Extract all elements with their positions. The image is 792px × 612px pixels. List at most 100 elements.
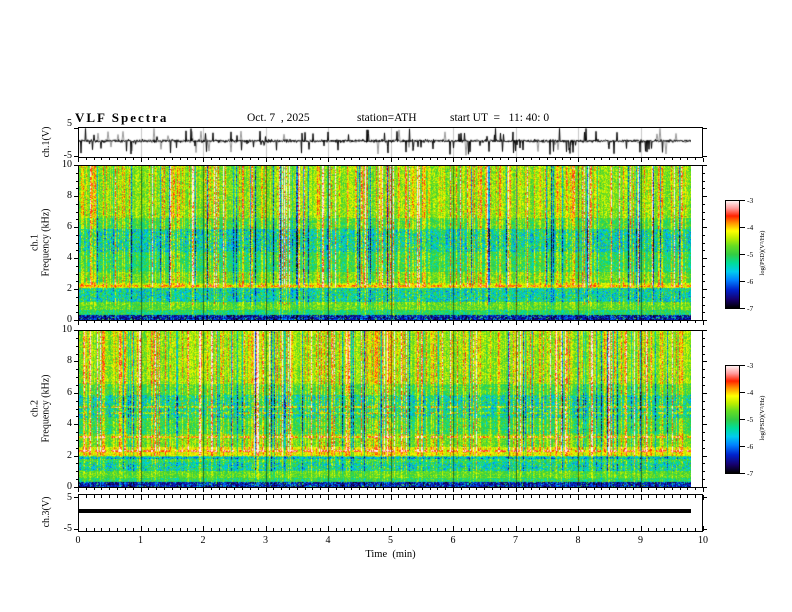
x-tick-p3-major — [703, 488, 704, 492]
x-tick-p3-minor — [288, 488, 290, 490]
x-tick-p4-top-minor — [468, 495, 470, 498]
x-tick-p3-minor — [320, 488, 322, 490]
x-tick-label: 4 — [325, 535, 331, 546]
x-tick-p1-minor — [531, 158, 533, 160]
colorbar-ch2-label: log(PSD)(V²/Hz) — [758, 395, 766, 441]
x-tick-p3-minor — [156, 488, 158, 490]
x-tick-p1-minor — [398, 158, 400, 160]
ch2-spec-ytick-minor — [76, 479, 78, 481]
x-tick-p2-minor — [382, 321, 384, 323]
x-tick-p2-minor — [421, 321, 423, 323]
x-tick-p4-bot-minor — [492, 528, 494, 531]
x-tick-p4-top-minor — [671, 495, 673, 498]
x-tick-p1-minor — [687, 158, 689, 160]
x-tick-p4-top-major — [265, 495, 267, 500]
x-tick-p2-minor — [163, 321, 165, 323]
x-tick-p4-top-minor — [460, 495, 462, 498]
x-tick-p4-bot-minor — [163, 528, 165, 531]
ch2-spec-ytick-major — [74, 392, 78, 394]
cbar1-tick-label: -6 — [747, 277, 754, 286]
x-tick-p4-top-minor — [374, 495, 376, 498]
x-tick-p4-bot-minor — [132, 528, 134, 531]
ch3-wave-ylabel: ch.3(V) — [40, 496, 52, 528]
ch2-spec-ytick-minor — [703, 408, 705, 410]
ch1-spec-ytick-major — [74, 227, 78, 228]
x-tick-p4-bot-minor — [538, 528, 540, 531]
x-tick-p4-bot-minor — [687, 528, 689, 531]
x-tick-p4-top-minor — [367, 495, 369, 498]
x-tick-p4-bot-minor — [679, 528, 681, 531]
x-tick-label: 5 — [388, 535, 393, 546]
x-tick-p2-minor — [257, 321, 259, 323]
ch1-spec-ytick-minor — [76, 250, 78, 252]
x-tick-p2-major — [578, 321, 579, 325]
x-tick-p3-major — [453, 488, 454, 492]
x-tick-p2-minor — [218, 321, 220, 323]
ch2-spec-ytick-minor — [76, 416, 78, 418]
x-tick-p4-top-minor — [273, 495, 275, 498]
x-tick-p2-minor — [367, 321, 369, 323]
ch2-spec-ytick-major — [703, 330, 707, 331]
x-tick-p4-top-minor — [257, 495, 259, 498]
x-tick-p4-bot-minor — [429, 528, 431, 531]
x-tick-p1-minor — [593, 158, 595, 160]
x-tick-p4-top-minor — [609, 495, 611, 498]
x-tick-p1-major — [703, 158, 704, 162]
x-tick-p1-minor — [124, 158, 126, 160]
x-tick-p3-minor — [429, 488, 431, 490]
cbar1-tick-label: -4 — [747, 223, 754, 232]
ch2-spec-ytick-major — [703, 392, 707, 394]
x-tick-p4-top-minor — [109, 495, 111, 498]
x-tick-p4-top-minor — [507, 495, 509, 498]
x-tick-p4-bot-minor — [296, 528, 298, 531]
x-tick-p4-bot-minor — [187, 528, 189, 531]
x-tick-p1-minor — [85, 158, 87, 160]
x-tick-p1-minor — [296, 158, 298, 160]
ch1-spec-ytick-major — [74, 196, 78, 197]
x-tick-p4-bot-major — [390, 526, 392, 531]
ch2-spec-ytick-minor — [703, 369, 705, 371]
x-tick-p1-minor — [226, 158, 228, 160]
x-tick-p4-bot-minor — [413, 528, 415, 531]
x-tick-p4-bot-minor — [249, 528, 251, 531]
x-tick-p1-major — [140, 158, 142, 162]
x-tick-p4-top-minor — [335, 495, 337, 498]
x-tick-p4-bot-minor — [445, 528, 447, 531]
ch2-spec-ytick-minor — [76, 408, 78, 410]
x-tick-p2-minor — [335, 321, 337, 323]
x-tick-p3-minor — [460, 488, 462, 490]
ch2-spec-ytick-major — [703, 424, 707, 426]
ch2-spec-ytick-minor — [703, 439, 705, 441]
x-tick-p2-minor — [101, 321, 103, 323]
ch1-spec-ytick-label: 10 — [62, 159, 72, 170]
x-tick-p1-minor — [484, 158, 486, 160]
x-tick-p4-top-minor — [148, 495, 150, 498]
ch2-spec-ytick-minor — [703, 353, 705, 355]
x-tick-p4-top-minor — [85, 495, 87, 498]
x-tick-p2-minor — [304, 321, 306, 323]
x-tick-p4-top-minor — [617, 495, 619, 498]
ch1-wave-ytick-5: 5 — [67, 118, 72, 129]
x-tick-p4-bot-major — [78, 526, 79, 531]
ch1-spec-ytick-major — [703, 289, 707, 290]
ch2-spec-ytick-minor — [703, 377, 705, 379]
x-tick-p3-minor — [398, 488, 400, 490]
x-tick-p1-minor — [429, 158, 431, 160]
x-tick-p2-minor — [507, 321, 509, 323]
x-tick-p3-minor — [632, 488, 634, 490]
x-tick-p3-minor — [218, 488, 220, 490]
x-tick-p4-top-minor — [163, 495, 165, 498]
x-tick-p1-minor — [117, 158, 119, 160]
x-tick-p2-minor — [85, 321, 87, 323]
ch1-spectrogram-canvas — [79, 166, 691, 320]
ch2-spec-ytick-major — [74, 455, 78, 457]
x-tick-p1-minor — [367, 158, 369, 160]
x-tick-p4-bot-minor — [210, 528, 212, 531]
x-tick-p3-major — [515, 488, 517, 492]
x-tick-p3-minor — [538, 488, 540, 490]
x-tick-p3-minor — [695, 488, 697, 490]
x-tick-p4-top-minor — [554, 495, 556, 498]
x-tick-p2-minor — [249, 321, 251, 323]
x-tick-p4-bot-minor — [281, 528, 283, 531]
